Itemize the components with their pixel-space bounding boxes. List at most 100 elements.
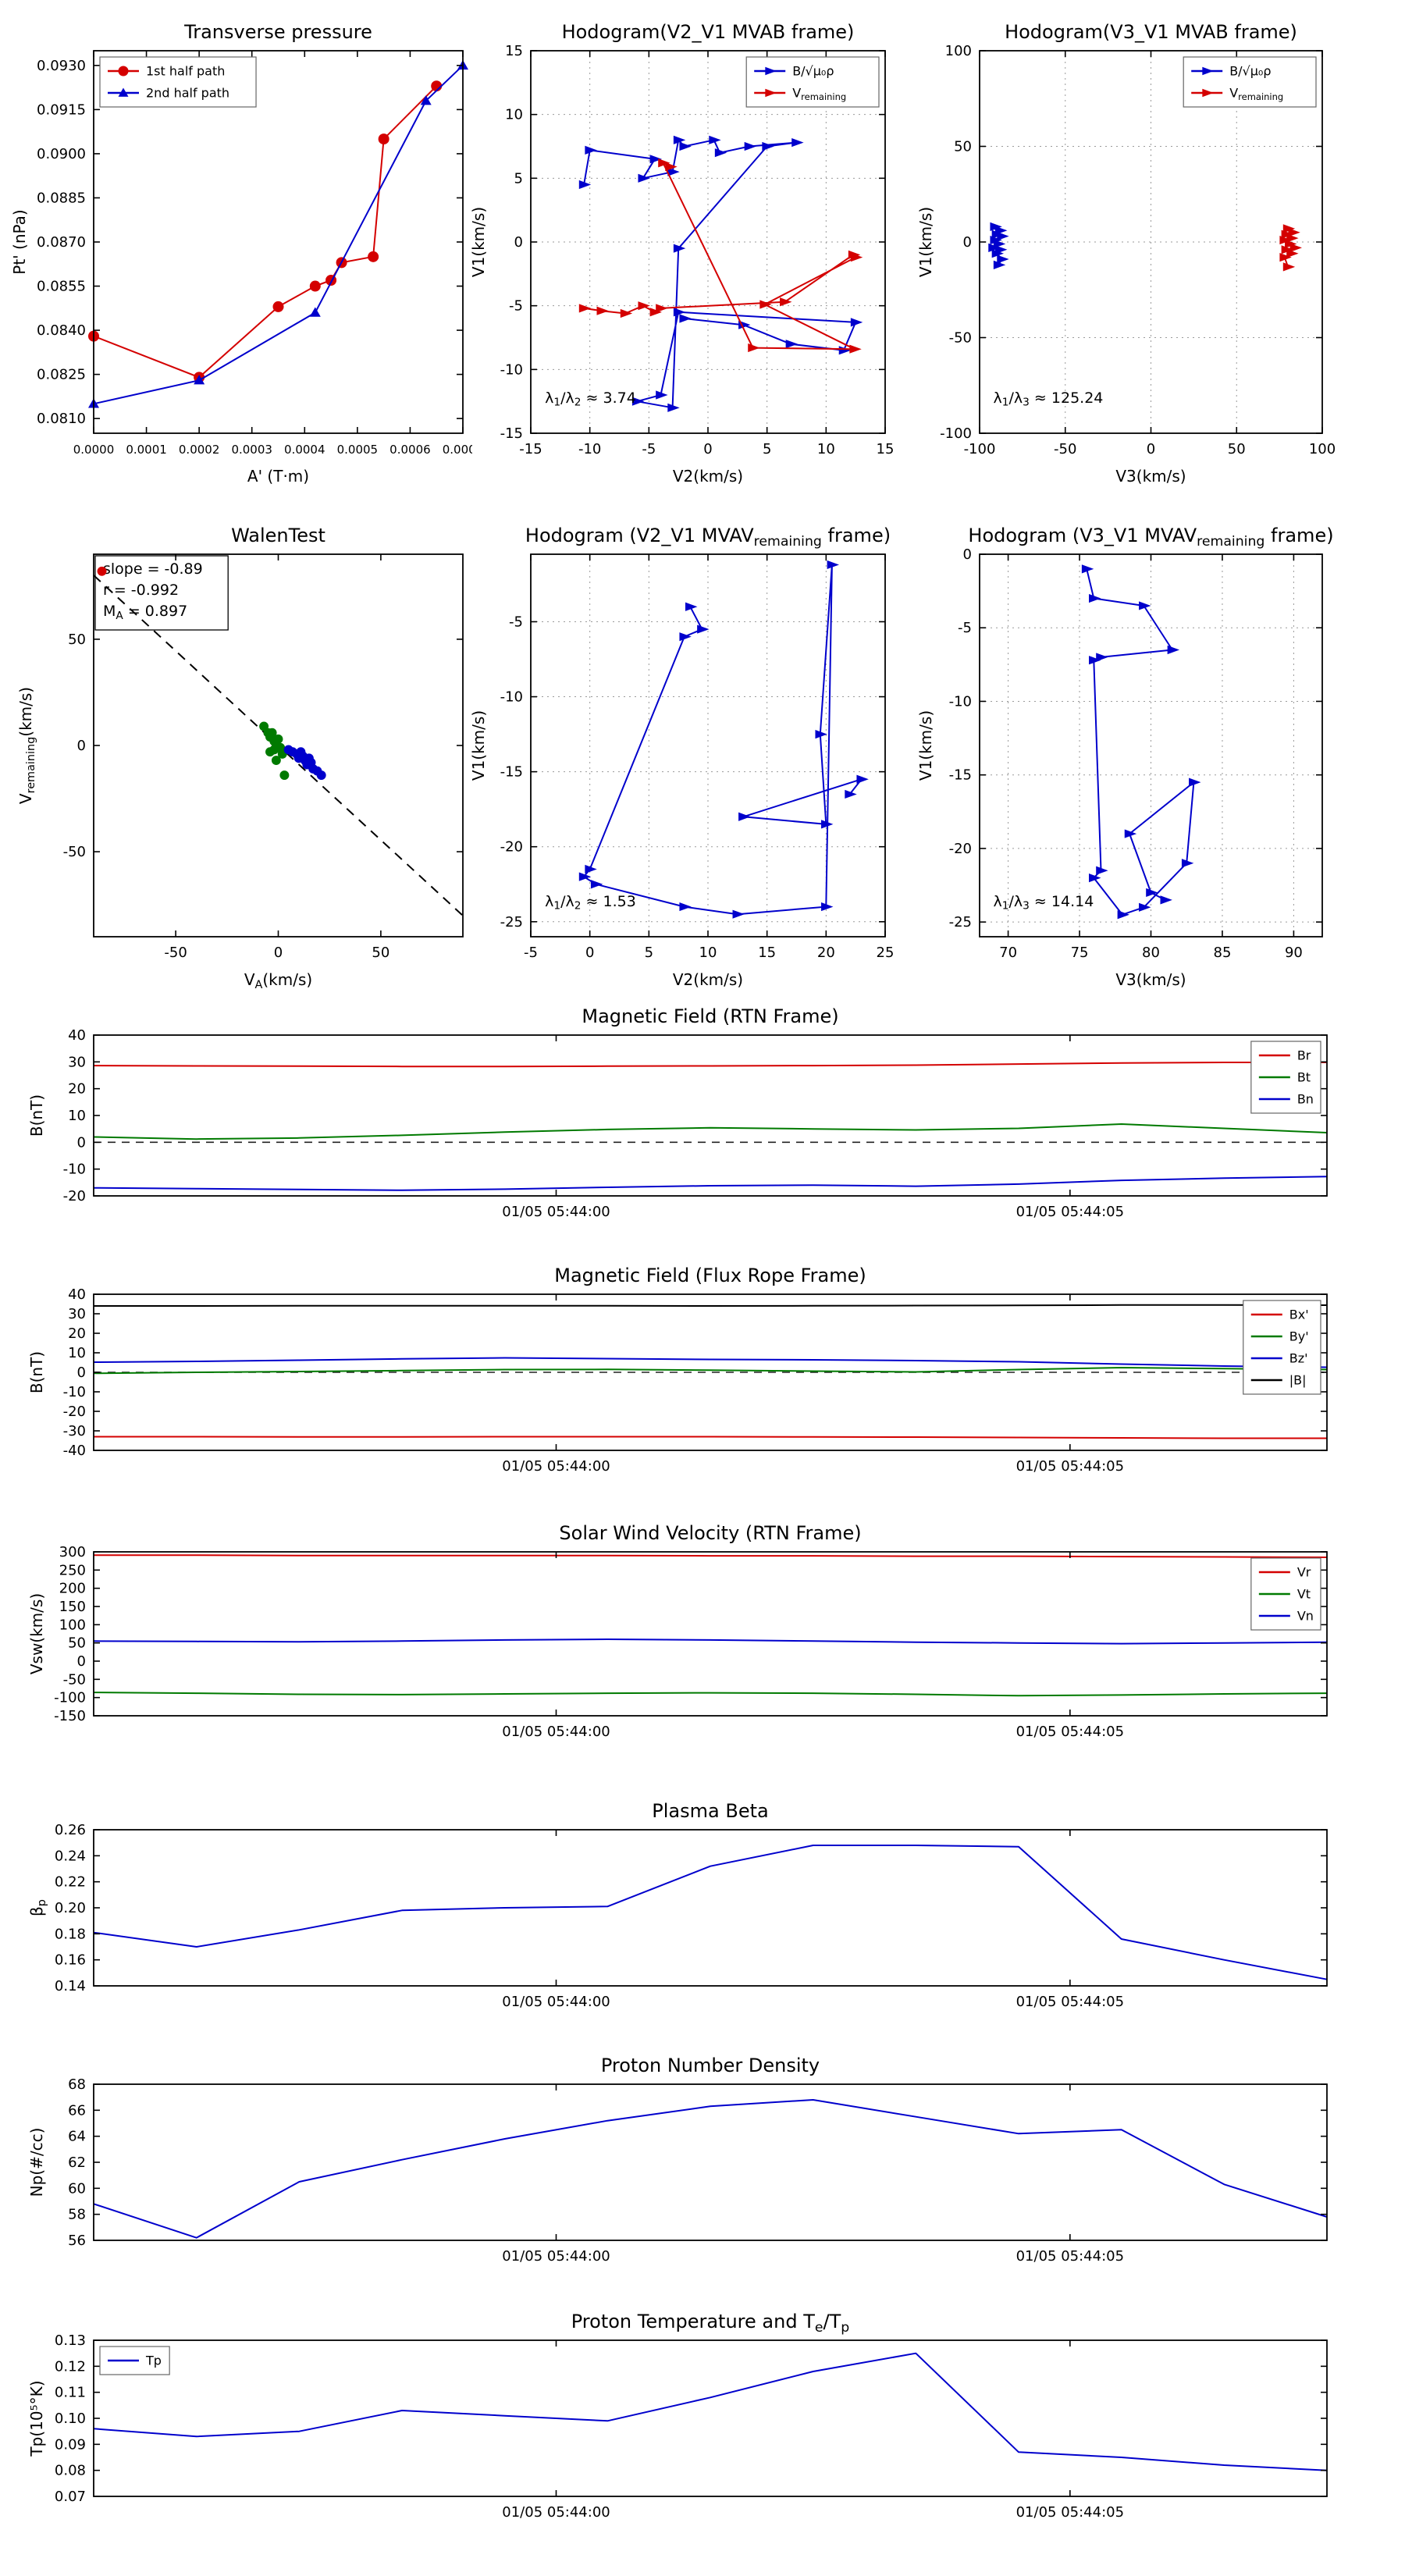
series-vn: [93, 1638, 1328, 1645]
y-tick-label: -20: [949, 841, 972, 857]
panel-magnetic-field-rtn: 01/05 05:44:00 01/05 05:44:05 -20 -10 0 10 20 3…: [0, 985, 1405, 1247]
x-tick-label: 85: [1214, 945, 1232, 961]
y-tick-label: 62: [68, 2154, 86, 2171]
chart-plasma-beta: 01/05 05:44:00 01/05 05:44:05 0.14 0.16 0.18…: [27, 1800, 1328, 2010]
series-v-remaining-: [1279, 224, 1302, 272]
ticks: -15 -10 -5 0 5 10 15 -15 -10 -5 0 5 10 15: [500, 43, 895, 457]
chart-title: Hodogram (V2_V1 MVAVremaining frame): [525, 525, 891, 550]
y-tick-label: 0.10: [55, 2411, 86, 2427]
y-tick-label: 0: [963, 546, 972, 563]
legend-label: B/√μ₀ρ: [1229, 64, 1271, 79]
series-outlier-point: [97, 566, 107, 576]
x-tick-label: 0.0007: [443, 443, 472, 457]
panel-hodogram-v3v1-mvav: 70 75 80 85 90 0 -5 -10 -15 -20 -25 Hodogram (V3_V1…: [909, 515, 1335, 1019]
chart-title: Hodogram(V2_V1 MVAB frame): [562, 21, 855, 43]
y-tick-label: 0.22: [55, 1874, 86, 1891]
x-tick-label: 15: [877, 441, 895, 457]
y-tick-label: 0.13: [55, 2332, 86, 2349]
panel-hodogram-v3v1-mvab: -100 -50 0 50 100 -100 -50 0 50 100 Hodogram(V3_V1…: [909, 12, 1335, 515]
y-tick-label: 40: [68, 1286, 86, 1303]
y-tick-label: -50: [63, 844, 86, 860]
chart-title: Transverse pressure: [183, 21, 372, 43]
chart-title: Magnetic Field (Flux Rope Frame): [554, 1265, 866, 1286]
series-br: [93, 1062, 1327, 1068]
x-tick-label: 5: [645, 945, 653, 961]
axes-frame: [93, 2083, 1328, 2241]
x-tick-label: 25: [877, 945, 895, 961]
legend: Vr Vt Vn: [1250, 1557, 1321, 1631]
y-tick-label: 50: [68, 1635, 86, 1652]
y-tick-label: 0.0885: [37, 190, 86, 206]
series-proton-density: [93, 2099, 1328, 2239]
x-tick-label: 0.0006: [389, 443, 431, 457]
y-tick-label: -15: [949, 767, 972, 784]
y-axis-label: Vremaining(km/s): [16, 687, 37, 804]
series-tp: [93, 2352, 1328, 2471]
y-tick-label: -100: [54, 1690, 86, 1706]
y-axis-label: V1(km/s): [469, 710, 488, 781]
y-tick-label: 0: [514, 234, 523, 251]
x-tick-label: 01/05 05:44:00: [502, 2504, 610, 2521]
ticks: 01/05 05:44:00 01/05 05:44:05 0.07 0.08 0.09…: [55, 2332, 1327, 2521]
y-tick-label: -20: [500, 839, 523, 856]
y-axis-label: B(nT): [27, 1094, 46, 1137]
x-tick-label: 0: [274, 945, 283, 961]
legend-label: Bx': [1289, 1308, 1309, 1322]
y-tick-label: 0.24: [55, 1848, 86, 1864]
y-tick-label: 0: [77, 738, 86, 754]
y-tick-label: -25: [500, 914, 523, 930]
y-tick-label: 30: [68, 1306, 86, 1322]
legend-label: Vn: [1297, 1609, 1314, 1624]
panel-proton-temperature: 01/05 05:44:00 01/05 05:44:05 0.07 0.08 0.09…: [0, 2292, 1405, 2549]
series-by-: [93, 1367, 1328, 1375]
y-tick-label: 150: [59, 1599, 86, 1615]
y-tick-label: 0.11: [55, 2385, 86, 2401]
y-tick-label: -25: [949, 914, 972, 930]
y-axis-label: V1(km/s): [916, 207, 935, 277]
y-tick-label: -5: [958, 620, 972, 636]
y-tick-label: 15: [505, 43, 523, 59]
x-tick-label: 0.0005: [337, 443, 379, 457]
chart-vsw-rtn: 01/05 05:44:00 01/05 05:44:05 -150 -100 -500…: [27, 1522, 1328, 1740]
y-tick-label: 0.09: [55, 2436, 86, 2453]
x-axis-label: A' (T·m): [247, 467, 309, 486]
y-tick-label: 0.0825: [37, 367, 86, 383]
y-tick-label: 0.0855: [37, 279, 86, 295]
x-tick-label: 0: [1147, 441, 1155, 457]
series-1st-half-path: [88, 80, 443, 383]
series-b-: [988, 222, 1009, 269]
y-axis-label: V1(km/s): [469, 207, 488, 277]
y-tick-label: 40: [68, 1027, 86, 1044]
grid: [980, 553, 1322, 937]
y-tick-label: 10: [505, 107, 523, 123]
ticks: 01/05 05:44:00 01/05 05:44:05 -150 -100 -500…: [54, 1544, 1327, 1740]
legend-label: Vremaining: [792, 86, 846, 102]
stats-box: slope = -0.89 r = -0.992 MA = 0.897: [94, 555, 229, 631]
series-second-half-points: [283, 745, 326, 781]
x-tick-label: -100: [964, 441, 996, 457]
x-tick-label: -5: [524, 945, 538, 961]
y-tick-label: -5: [509, 614, 523, 630]
x-tick-label: -50: [164, 945, 187, 961]
grid: [530, 50, 886, 434]
lambda-annotation: λ1/λ2 ≈ 3.74: [545, 390, 636, 409]
y-tick-label: 5: [514, 170, 523, 187]
y-tick-label: 0.0810: [37, 411, 86, 427]
chart-proton-temp: 01/05 05:44:00 01/05 05:44:05 0.07 0.08 0.09…: [27, 2311, 1328, 2521]
chart-title: Plasma Beta: [652, 1800, 768, 1822]
y-tick-label: 0: [77, 1134, 86, 1151]
legend-label: Bz': [1289, 1351, 1308, 1366]
x-tick-label: 50: [372, 945, 389, 961]
y-tick-label: 0.0915: [37, 101, 86, 118]
y-tick-label: 0.26: [55, 1822, 86, 1838]
legend-label: Bt: [1297, 1070, 1311, 1085]
chart-title: Proton Number Density: [601, 2055, 820, 2076]
ticks: -5 0 5 10 15 20 25 -25 -20 -15 -10 -5: [500, 554, 895, 961]
chart-transverse-pressure: 0.0000 0.0001 0.0002 0.0003 0.0004 0.0005 0.00…: [10, 21, 472, 486]
x-tick-label: 0.0000: [73, 443, 115, 457]
x-tick-label: 01/05 05:44:05: [1016, 2504, 1124, 2521]
x-tick-label: -5: [642, 441, 656, 457]
x-tick-label: 5: [763, 441, 771, 457]
x-tick-label: 01/05 05:44:00: [502, 1724, 610, 1740]
